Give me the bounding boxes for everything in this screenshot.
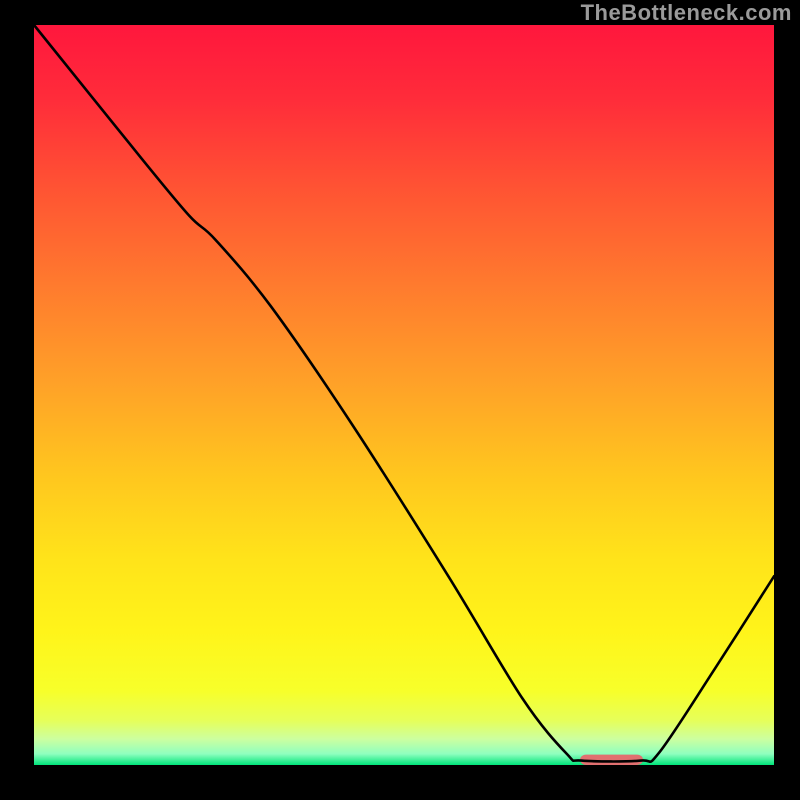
watermark-text: TheBottleneck.com (581, 0, 792, 26)
bottleneck-chart (0, 0, 800, 800)
heat-gradient-area (34, 25, 774, 765)
chart-stage: TheBottleneck.com (0, 0, 800, 800)
